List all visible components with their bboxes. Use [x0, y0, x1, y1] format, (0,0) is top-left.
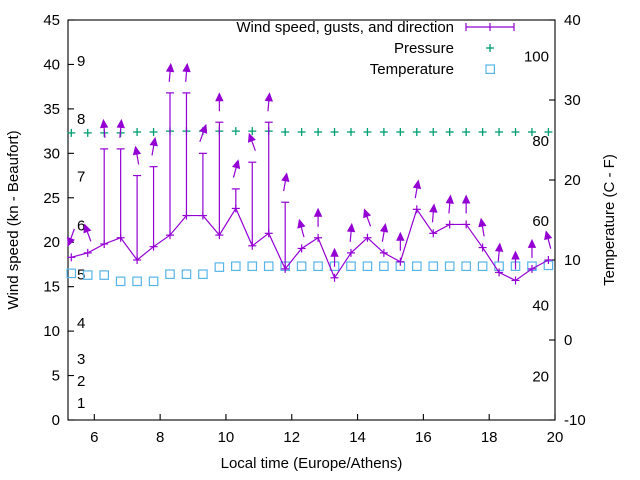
- legend-label-2: Pressure: [394, 40, 454, 57]
- x-axis-tick-label: 6: [90, 429, 98, 446]
- fahrenheit-scale-label: 100: [524, 49, 549, 66]
- legend-label-3: Temperature: [370, 61, 454, 78]
- y-axis-tick-label: 35: [43, 101, 60, 118]
- beaufort-scale-label: 9: [77, 53, 85, 70]
- beaufort-scale-label: 7: [77, 169, 85, 186]
- beaufort-scale-label: 4: [77, 315, 85, 332]
- y-axis-tick-label: 15: [43, 279, 60, 296]
- legend-key-wind: [465, 23, 515, 31]
- legend-key-pressure: [486, 44, 494, 52]
- y-axis-tick-label: 20: [43, 234, 60, 251]
- y-axis-tick-label: 40: [43, 56, 60, 73]
- x-axis-tick-label: 10: [218, 429, 235, 446]
- x-axis-tick-label: 18: [481, 429, 498, 446]
- pressure-series: [67, 127, 553, 137]
- y2-axis-tick-label: 30: [564, 92, 581, 109]
- x-axis-tick-label: 16: [415, 429, 432, 446]
- y2-axis-title: Temperature (C - F): [601, 154, 618, 286]
- temperature-series: [66, 260, 554, 287]
- y2-axis-tick-label: 20: [564, 172, 581, 189]
- fahrenheit-scale-label: 60: [532, 213, 549, 230]
- y2-axis-tick-label: 0: [564, 332, 572, 349]
- y-axis-tick-label: 0: [52, 412, 60, 429]
- y2-axis-tick-label: 40: [564, 12, 581, 29]
- y-axis-tick-label: 10: [43, 323, 60, 340]
- y-axis-tick-label: 5: [52, 368, 60, 385]
- fahrenheit-scale-label: 80: [532, 133, 549, 150]
- beaufort-scale-label: 6: [77, 217, 85, 234]
- beaufort-scale-label: 5: [77, 266, 85, 283]
- wind-direction-arrows: [67, 62, 553, 270]
- fahrenheit-scale-label: 20: [532, 369, 549, 386]
- beaufort-scale-label: 2: [77, 373, 85, 390]
- y-axis-tick-label: 25: [43, 190, 60, 207]
- legend-label-1: Wind speed, gusts, and direction: [236, 19, 454, 36]
- y2-axis-tick-label: -10: [564, 412, 586, 429]
- beaufort-scale-label: 3: [77, 351, 85, 368]
- x-axis-tick-label: 14: [349, 429, 366, 446]
- fahrenheit-scale-label: 40: [532, 297, 549, 314]
- legend-key-temperature: [485, 64, 495, 74]
- y2-axis-tick-label: 10: [564, 252, 581, 269]
- wind-speed-line: [71, 207, 549, 282]
- x-axis-tick-label: 8: [156, 429, 164, 446]
- wind-speed-markers: [67, 204, 553, 285]
- x-axis-title: Local time (Europe/Athens): [221, 455, 403, 472]
- y-axis-tick-label: 30: [43, 145, 60, 162]
- beaufort-scale-label: 8: [77, 111, 85, 128]
- x-axis-tick-label: 20: [547, 429, 564, 446]
- y-axis-title: Wind speed (kn - Beaufort): [5, 130, 22, 309]
- wind-gust-errorbars: [100, 92, 290, 269]
- plot-frame: [67, 19, 556, 421]
- x-axis-tick-label: 12: [283, 429, 300, 446]
- y-axis-tick-label: 45: [43, 12, 60, 29]
- beaufort-scale-label: 1: [77, 395, 85, 412]
